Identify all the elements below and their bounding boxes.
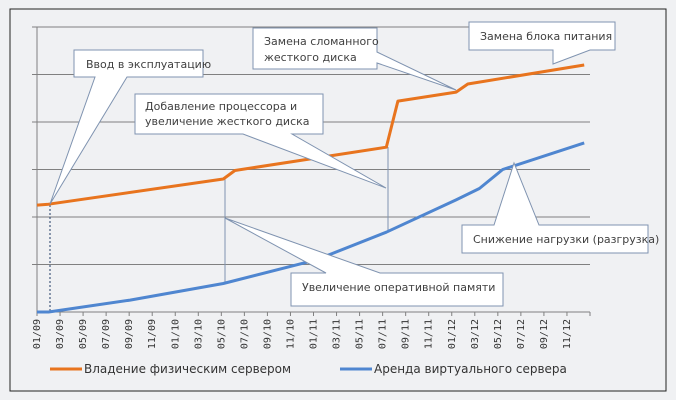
x-tick-label: 07/12 [516, 319, 527, 349]
callout-broken-disk: Замена сломанного жесткого диска [252, 27, 457, 91]
x-tick-label: 05/10 [216, 319, 227, 349]
callout-text: жесткого диска [264, 51, 357, 64]
callout-text: Добавление процессора и [145, 100, 297, 113]
legend-label-virtual: Аренда виртуального сервера [374, 362, 567, 376]
x-tick-label: 05/11 [355, 319, 366, 349]
callout-text: Ввод в эксплуатацию [86, 58, 211, 71]
callout-cpu-disk: Добавление процессора и увеличение жестк… [134, 93, 387, 189]
callout-text: увеличение жесткого диска [145, 115, 310, 128]
x-tick-label: 11/12 [562, 319, 573, 349]
callout-ram: Увеличение оперативной памяти [224, 217, 504, 307]
x-tick-label: 11/10 [285, 319, 296, 349]
x-tick-label: 07/11 [378, 319, 389, 349]
x-tick-label: 09/10 [262, 319, 273, 349]
x-tick-label: 07/10 [239, 319, 250, 349]
x-tick-label: 09/09 [124, 319, 135, 349]
legend: Владение физическим сервером Аренда вирт… [50, 362, 567, 376]
series-line-virtual [37, 141, 585, 314]
legend-label-physical: Владение физическим сервером [84, 362, 291, 376]
x-tick-label: 01/10 [170, 319, 181, 349]
callout-text: Замена блока питания [480, 30, 612, 43]
x-tick-label: 11/11 [424, 319, 435, 349]
x-tick-label: 09/11 [401, 319, 412, 349]
x-tick-label: 01/09 [32, 319, 43, 349]
callout-psu: Замена блока питания [468, 21, 616, 65]
x-tick-label: 09/12 [539, 319, 550, 349]
x-tick-label: 05/09 [78, 319, 89, 349]
x-tick-label: 03/10 [193, 319, 204, 349]
x-tick-label: 01/12 [447, 319, 458, 349]
callout-text: Увеличение оперативной памяти [302, 281, 495, 294]
x-tick-label: 03/12 [470, 319, 481, 349]
x-tick-label: 01/11 [309, 319, 320, 349]
x-tick-label: 03/09 [55, 319, 66, 349]
callout-text: Замена сломанного [264, 35, 379, 48]
x-tick-label: 07/09 [101, 319, 112, 349]
callout-commissioning: Ввод в эксплуатацию [49, 49, 211, 205]
x-tick-label: 05/12 [493, 319, 504, 349]
callout-unload: Снижение нагрузки (разгрузка) [461, 161, 659, 254]
callout-text: Снижение нагрузки (разгрузка) [473, 233, 659, 246]
x-tick-label: 03/11 [332, 319, 343, 349]
x-tick-label: 11/09 [147, 319, 158, 349]
